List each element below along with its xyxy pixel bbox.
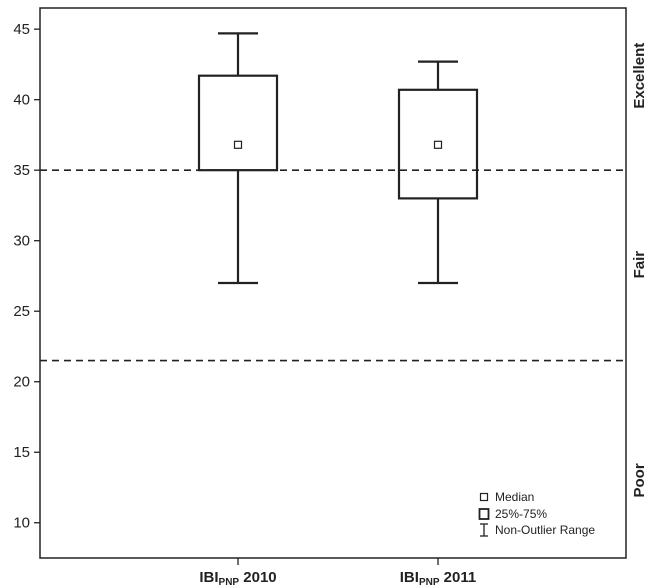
iqr-box — [397, 88, 479, 200]
reference-lines — [40, 169, 626, 362]
zone-label-fair: Fair — [631, 251, 648, 279]
legend-median-symbol — [479, 492, 489, 502]
plot-frame — [39, 7, 627, 559]
legend-label: Non-Outlier Range — [495, 523, 595, 537]
y-axis: 10 15 20 25 30 35 40 45 — [13, 21, 40, 532]
y-tick-label: 40 — [13, 92, 30, 109]
y-tick-label: 15 — [13, 444, 30, 461]
median-marker — [433, 140, 443, 149]
x-category-label: IBIPNP 2011 — [400, 569, 476, 587]
legend-label: Median — [495, 490, 534, 504]
x-category-label: IBIPNP 2010 — [199, 569, 276, 587]
y-tick-label: 45 — [13, 21, 30, 38]
legend: Median 25%-75% Non-Outlier Range — [478, 490, 595, 537]
legend-box-symbol — [478, 508, 490, 520]
y-tick-label: 20 — [13, 374, 30, 391]
legend-label: 25%-75% — [495, 507, 547, 521]
zone-labels: Excellent Fair Poor — [631, 43, 648, 498]
y-tick-label: 10 — [13, 515, 30, 532]
iqr-box — [197, 74, 279, 172]
box-2 — [397, 60, 479, 285]
median-marker — [233, 140, 243, 149]
y-tick-label: 30 — [13, 233, 30, 250]
box-series — [197, 32, 479, 285]
x-axis: IBIPNP 2010 IBIPNP 2011 — [199, 558, 476, 587]
box-1 — [197, 32, 279, 285]
zone-label-excellent: Excellent — [631, 43, 648, 109]
zone-label-poor: Poor — [631, 463, 648, 497]
y-tick-label: 35 — [13, 162, 30, 179]
y-tick-label: 25 — [13, 303, 30, 320]
